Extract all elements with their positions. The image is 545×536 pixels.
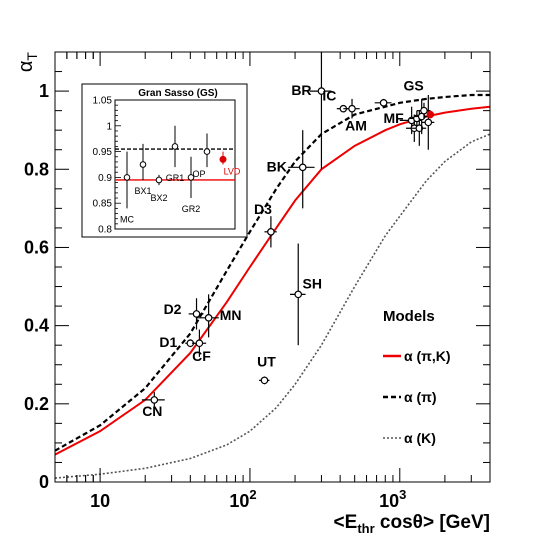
inset-point-label: BX1 <box>134 186 151 196</box>
inset-point-label: MC <box>120 214 134 224</box>
data-point <box>379 99 388 107</box>
data-point-label: CF <box>192 348 211 364</box>
inset-point-label: GR1 <box>166 173 185 183</box>
inset-point <box>139 161 147 168</box>
inset-point <box>203 148 211 155</box>
x-tick-label: 102 <box>229 487 256 511</box>
data-point <box>415 124 424 133</box>
data-point-label: AM <box>345 118 367 134</box>
data-point-label: MF <box>384 110 405 126</box>
inset-point <box>155 176 163 184</box>
data-point-label: BK <box>267 158 287 174</box>
inset-y-tick-label: 0.95 <box>93 147 113 158</box>
x-axis-title: <Ethr cosθ> [GeV] <box>334 512 490 536</box>
inset-plot-frame <box>114 99 236 230</box>
highlight-point <box>426 110 435 119</box>
inset-y-tick-label: 0.85 <box>93 199 113 210</box>
data-point-label: UT <box>257 353 276 369</box>
data-point <box>260 376 269 385</box>
y-axis-title: αT <box>15 52 40 73</box>
data-point-label: SH <box>303 275 322 291</box>
data-point <box>195 339 204 348</box>
inset-y-tick-label: 0.8 <box>98 225 112 236</box>
inset-point-label: GR2 <box>182 204 201 214</box>
inset-point-label: OP <box>192 169 205 179</box>
y-tick-label: 1 <box>39 81 49 101</box>
y-tick-label: 0.2 <box>24 394 49 414</box>
data-point <box>267 228 275 236</box>
y-tick-label: 0.4 <box>24 316 49 336</box>
inset-point <box>187 174 195 181</box>
y-tick-label: 0 <box>39 472 49 492</box>
data-point-label: D3 <box>254 201 272 217</box>
legend-label: α (π) <box>404 389 437 405</box>
inset-point <box>219 155 227 163</box>
data-point <box>298 163 307 172</box>
model-curve-2 <box>55 93 490 452</box>
inset-frame <box>81 83 248 238</box>
data-point <box>294 290 303 299</box>
x-tick-label: 103 <box>379 487 406 511</box>
data-point-label: D1 <box>159 334 177 350</box>
legend-label: α (π,K) <box>404 348 451 364</box>
data-point <box>317 87 326 95</box>
inset-y-tick-label: 1 <box>106 121 112 132</box>
data-point <box>348 104 356 113</box>
inset-y-tick-label: 0.9 <box>98 173 112 184</box>
inset-title: Gran Sasso (GS) <box>138 88 217 99</box>
data-point-label: BR <box>291 82 311 98</box>
inset-point <box>171 143 179 150</box>
inset-y-tick-label: 1.05 <box>93 96 113 107</box>
data-point <box>150 396 159 404</box>
data-point-label: IC <box>322 88 336 104</box>
model-curve-1 <box>55 105 490 456</box>
data-point <box>424 118 433 127</box>
data-point-label: CN <box>142 403 162 419</box>
data-point <box>204 314 213 322</box>
model-curve-3 <box>55 133 490 479</box>
legend-title: Models <box>383 308 435 325</box>
legend-label: α (K) <box>404 430 436 446</box>
x-tick-label: 10 <box>90 491 110 511</box>
data-point-label: D2 <box>164 301 182 317</box>
inset-point-label: LVD <box>224 167 241 177</box>
data-point <box>192 310 201 318</box>
inset-point-label: BX2 <box>150 193 167 203</box>
y-tick-label: 0.6 <box>24 237 49 257</box>
data-point <box>420 106 428 115</box>
data-point-label: GS <box>404 77 424 93</box>
y-tick-label: 0.8 <box>24 159 49 179</box>
data-point-label: MN <box>220 307 242 323</box>
inset-point <box>123 174 131 181</box>
